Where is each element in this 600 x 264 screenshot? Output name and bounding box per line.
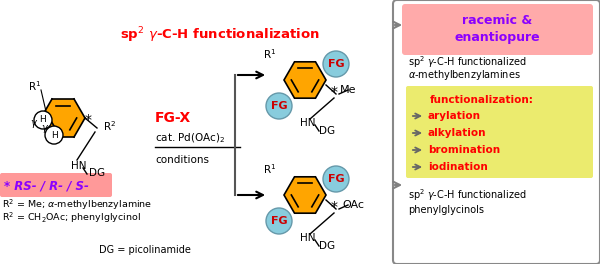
Polygon shape: [284, 62, 326, 98]
Circle shape: [266, 208, 292, 234]
Text: bromination: bromination: [428, 145, 500, 155]
Text: HN: HN: [300, 233, 316, 243]
Text: DG: DG: [319, 126, 335, 136]
FancyBboxPatch shape: [393, 0, 600, 264]
Text: R$^1$: R$^1$: [28, 79, 41, 93]
Text: Me: Me: [340, 85, 356, 95]
Text: FG: FG: [271, 216, 287, 226]
Text: cat. Pd(OAc)$_2$: cat. Pd(OAc)$_2$: [155, 131, 226, 145]
Text: *: *: [85, 113, 91, 127]
Text: racemic &
enantiopure: racemic & enantiopure: [454, 14, 540, 44]
Text: * RS- / R- / S-: * RS- / R- / S-: [4, 180, 89, 192]
Text: iodination: iodination: [428, 162, 488, 172]
Text: arylation: arylation: [428, 111, 481, 121]
Text: functionalization:: functionalization:: [430, 95, 534, 105]
Text: R$^1$: R$^1$: [263, 47, 276, 61]
Text: alkylation: alkylation: [428, 128, 487, 138]
Text: R$^1$: R$^1$: [263, 162, 276, 176]
Text: $\gamma$: $\gamma$: [41, 123, 49, 135]
Circle shape: [266, 93, 292, 119]
Text: FG: FG: [271, 101, 287, 111]
Text: $\gamma$: $\gamma$: [30, 118, 38, 130]
Text: HN: HN: [71, 161, 86, 171]
FancyBboxPatch shape: [402, 4, 593, 55]
Text: conditions: conditions: [155, 155, 209, 165]
Text: sp$^2$ $\gamma$-C-H functionalized: sp$^2$ $\gamma$-C-H functionalized: [408, 187, 527, 203]
Text: DG = picolinamide: DG = picolinamide: [99, 245, 191, 255]
Circle shape: [323, 166, 349, 192]
Text: H: H: [40, 116, 46, 125]
Text: $\alpha$-methylbenzylamines: $\alpha$-methylbenzylamines: [408, 68, 521, 82]
Text: R$^2$ = CH$_2$OAc; phenylglycinol: R$^2$ = CH$_2$OAc; phenylglycinol: [2, 211, 141, 225]
Text: *: *: [331, 85, 338, 99]
Polygon shape: [284, 177, 326, 213]
Text: R$^2$: R$^2$: [103, 119, 116, 133]
FancyBboxPatch shape: [406, 86, 593, 178]
Circle shape: [34, 111, 52, 129]
Text: FG: FG: [328, 174, 344, 184]
Circle shape: [45, 126, 63, 144]
Text: sp$^2$ $\gamma$-C-H functionalized: sp$^2$ $\gamma$-C-H functionalized: [408, 54, 527, 70]
Text: FG-X: FG-X: [155, 111, 191, 125]
Text: OAc: OAc: [342, 200, 364, 210]
FancyBboxPatch shape: [0, 173, 112, 197]
Text: R$^2$ = Me; $\alpha$-methylbenzylamine: R$^2$ = Me; $\alpha$-methylbenzylamine: [2, 198, 152, 212]
Text: phenylglycinols: phenylglycinols: [408, 205, 484, 215]
Polygon shape: [41, 99, 85, 137]
Text: DG: DG: [89, 168, 105, 178]
Text: *: *: [331, 200, 338, 214]
Circle shape: [323, 51, 349, 77]
Text: sp$^2$ $\gamma$-C-H functionalization: sp$^2$ $\gamma$-C-H functionalization: [120, 25, 320, 45]
Text: FG: FG: [328, 59, 344, 69]
Text: H: H: [50, 131, 58, 140]
Text: HN: HN: [300, 118, 316, 128]
Text: DG: DG: [319, 241, 335, 251]
